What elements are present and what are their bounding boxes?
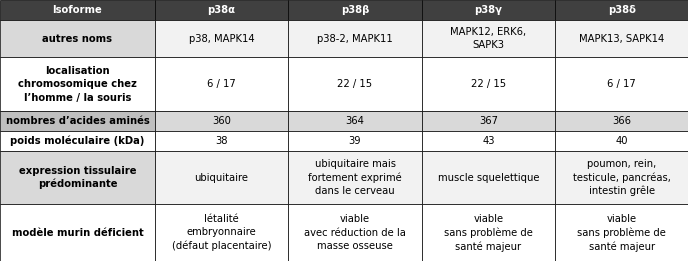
Bar [555, 0, 688, 20]
Bar [0, 151, 155, 204]
Text: p38γ: p38γ [475, 5, 502, 15]
Text: létalité
embryonnaire
(défaut placentaire): létalité embryonnaire (défaut placentair… [172, 214, 271, 251]
Bar [0, 0, 155, 20]
Text: 6 / 17: 6 / 17 [608, 79, 636, 89]
Text: 360: 360 [212, 116, 231, 126]
Bar [155, 111, 288, 131]
Bar [288, 151, 422, 204]
Text: 366: 366 [612, 116, 631, 126]
Text: nombres d’acides aminés: nombres d’acides aminés [6, 116, 149, 126]
Bar [422, 0, 555, 20]
Bar [155, 131, 288, 151]
Text: muscle squelettique: muscle squelettique [438, 173, 539, 182]
Bar [422, 131, 555, 151]
Bar [555, 131, 688, 151]
Text: modèle murin déficient: modèle murin déficient [12, 228, 143, 238]
Bar [155, 57, 288, 111]
Bar [0, 204, 155, 261]
Bar [0, 57, 155, 111]
Bar [555, 20, 688, 57]
Bar [155, 0, 288, 20]
Text: viable
avec réduction de la
masse osseuse: viable avec réduction de la masse osseus… [304, 215, 406, 251]
Text: poumon, rein,
testicule, pancréas,
intestin grêle: poumon, rein, testicule, pancréas, intes… [572, 159, 671, 197]
Bar [422, 151, 555, 204]
Bar [422, 204, 555, 261]
Bar [555, 151, 688, 204]
Text: viable
sans problème de
santé majeur: viable sans problème de santé majeur [444, 214, 533, 252]
Bar [288, 204, 422, 261]
Bar [0, 20, 155, 57]
Bar [288, 57, 422, 111]
Bar [155, 204, 288, 261]
Text: 38: 38 [215, 136, 228, 146]
Bar [0, 111, 155, 131]
Text: 6 / 17: 6 / 17 [207, 79, 236, 89]
Text: MAPK13, SAPK14: MAPK13, SAPK14 [579, 34, 664, 44]
Bar [288, 20, 422, 57]
Bar [155, 20, 288, 57]
Bar [422, 57, 555, 111]
Text: 40: 40 [615, 136, 628, 146]
Text: Isoforme: Isoforme [52, 5, 103, 15]
Text: expression tissulaire
prédominante: expression tissulaire prédominante [19, 165, 136, 189]
Text: 364: 364 [345, 116, 365, 126]
Text: autres noms: autres noms [43, 34, 112, 44]
Bar [288, 111, 422, 131]
Text: p38β: p38β [341, 5, 369, 15]
Text: p38, MAPK14: p38, MAPK14 [189, 34, 255, 44]
Text: localisation
chromosomique chez
l’homme / la souris: localisation chromosomique chez l’homme … [18, 66, 137, 103]
Bar [555, 204, 688, 261]
Text: p38-2, MAPK11: p38-2, MAPK11 [317, 34, 393, 44]
Text: viable
sans problème de
santé majeur: viable sans problème de santé majeur [577, 214, 666, 252]
Text: MAPK12, ERK6,
SAPK3: MAPK12, ERK6, SAPK3 [451, 27, 526, 50]
Bar [555, 111, 688, 131]
Text: ubiquitaire mais
fortement exprimé
dans le cerveau: ubiquitaire mais fortement exprimé dans … [308, 159, 402, 196]
Text: poids moléculaire (kDa): poids moléculaire (kDa) [10, 135, 144, 146]
Bar [422, 111, 555, 131]
Bar [555, 57, 688, 111]
Text: 367: 367 [479, 116, 498, 126]
Text: p38α: p38α [208, 5, 235, 15]
Bar [288, 0, 422, 20]
Text: 22 / 15: 22 / 15 [337, 79, 373, 89]
Text: p38δ: p38δ [608, 5, 636, 15]
Text: 43: 43 [482, 136, 495, 146]
Bar [288, 131, 422, 151]
Text: ubiquitaire: ubiquitaire [195, 173, 248, 182]
Bar [422, 20, 555, 57]
Bar [155, 151, 288, 204]
Bar [0, 131, 155, 151]
Text: 22 / 15: 22 / 15 [471, 79, 506, 89]
Text: 39: 39 [349, 136, 361, 146]
